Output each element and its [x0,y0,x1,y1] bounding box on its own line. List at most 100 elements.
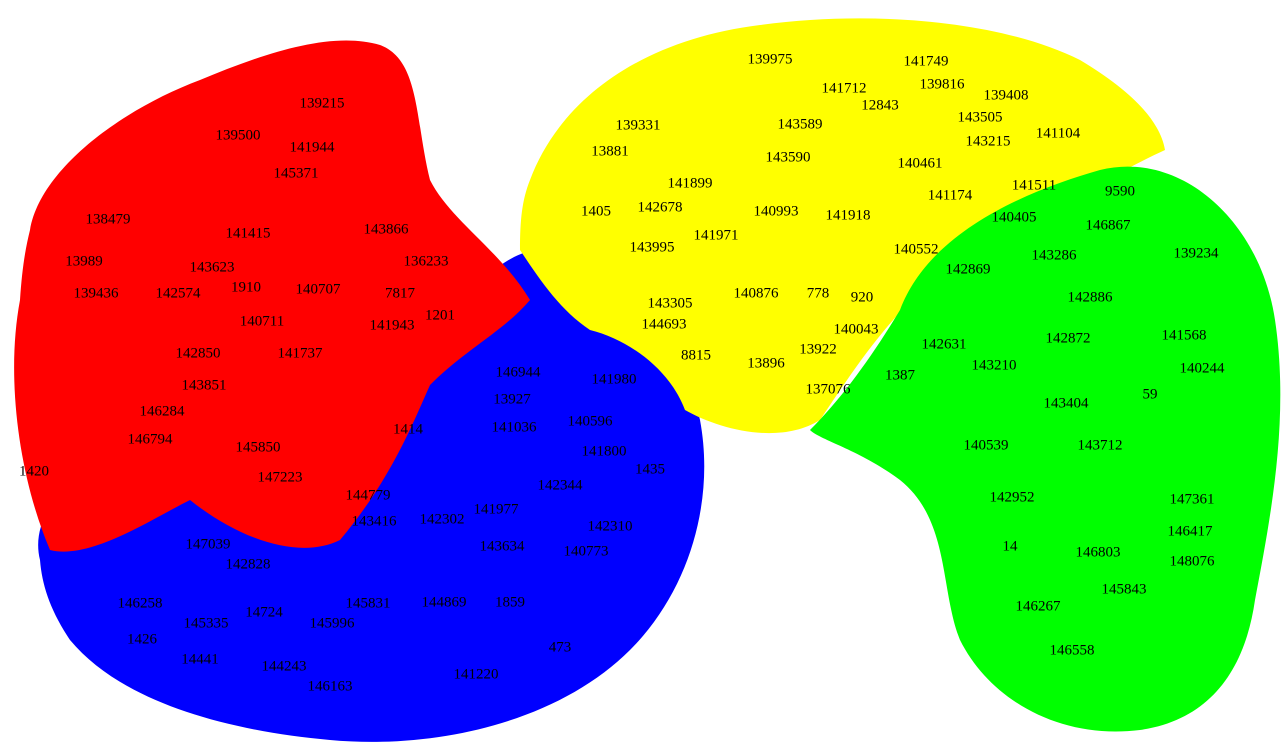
node-label: 145831 [346,595,391,611]
node-label: 1414 [393,421,424,437]
node-label: 778 [807,285,830,301]
node-label: 144869 [422,594,467,610]
node-label: 141899 [668,175,713,191]
node-label: 141737 [278,345,324,361]
node-label: 141977 [474,501,520,517]
node-label: 1910 [231,279,261,295]
node-label: 142952 [990,489,1035,505]
node-label: 143590 [766,149,811,165]
cluster-labels-red: 139215 139500 141944 145371 138479 141415 1438… [19,95,455,529]
node-label: 140993 [754,203,799,219]
node-label: 140539 [964,437,1009,453]
node-label: 139215 [300,95,345,111]
node-label: 140405 [992,209,1037,225]
node-label: 139436 [74,285,120,301]
node-label: 142344 [538,477,584,493]
node-label: 142310 [588,518,633,534]
node-label: 145335 [184,615,229,631]
node-label: 140552 [894,241,939,257]
node-label: 146558 [1050,642,1095,658]
node-label: 143305 [648,295,693,311]
node-label: 146867 [1086,217,1132,233]
node-label: 140773 [564,543,609,559]
node-label: 142850 [176,345,221,361]
node-label: 12843 [861,97,899,113]
node-label: 142574 [156,285,202,301]
node-label: 1405 [581,203,611,219]
node-label: 136233 [404,253,449,269]
node-label: 141036 [492,419,538,435]
node-label: 14724 [245,604,283,620]
node-label: 140043 [834,321,879,337]
node-label: 146803 [1076,544,1121,560]
node-label: 140244 [1180,360,1226,376]
node-label: 7817 [385,285,416,301]
node-label: 139975 [748,51,793,67]
node-label: 145996 [310,615,356,631]
node-label: 139234 [1174,245,1220,261]
node-label: 143634 [480,538,526,554]
node-label: 141712 [822,80,867,96]
node-label: 145371 [274,165,319,181]
node-label: 13881 [591,143,629,159]
node-label: 139408 [984,87,1029,103]
node-label: 141511 [1012,177,1056,193]
node-label: 146258 [118,595,163,611]
node-label: 141415 [226,225,271,241]
node-label: 139331 [616,117,661,133]
node-label: 147223 [258,469,303,485]
node-label: 145843 [1102,581,1147,597]
node-label: 143851 [182,377,227,393]
node-label: 144243 [262,658,307,674]
node-label: 9590 [1105,183,1135,199]
node-label: 8815 [681,347,711,363]
node-label: 143505 [958,109,1003,125]
node-label: 141971 [694,227,739,243]
node-label: 142869 [946,261,991,277]
node-label: 14 [1003,538,1019,554]
node-label: 142631 [922,336,967,352]
node-label: 147039 [186,536,231,552]
node-label: 142886 [1068,289,1114,305]
node-label: 146163 [308,678,353,694]
node-label: 146944 [496,364,542,380]
node-label: 142302 [420,511,465,527]
node-label: 13989 [65,253,103,269]
node-label: 139500 [216,127,261,143]
node-label: 146794 [128,431,174,447]
node-label: 143215 [966,133,1011,149]
node-label: 143623 [190,259,235,275]
node-label: 143866 [364,221,410,237]
node-label: 148076 [1170,553,1216,569]
node-label: 140461 [898,155,943,171]
node-label: 147361 [1170,491,1215,507]
node-label: 140876 [734,285,780,301]
node-label: 140596 [568,413,614,429]
node-label: 143210 [972,357,1017,373]
node-label: 141174 [928,187,973,203]
node-label: 1859 [495,594,525,610]
node-label: 1426 [127,631,158,647]
node-label: 141104 [1036,125,1081,141]
node-label: 1435 [635,461,665,477]
node-label: 141943 [370,317,415,333]
node-label: 13927 [493,391,531,407]
node-label: 920 [851,289,874,305]
node-label: 142828 [226,556,271,572]
node-label: 145850 [236,439,281,455]
cluster-blob-yellow [520,18,1165,434]
node-label: 141944 [290,139,336,155]
node-label: 143712 [1078,437,1123,453]
node-label: 141568 [1162,327,1207,343]
node-label: 59 [1143,386,1158,402]
node-label: 141220 [454,666,499,682]
node-label: 143404 [1044,395,1090,411]
node-label: 141749 [904,53,949,69]
node-label: 138479 [86,211,131,227]
node-label: 143416 [352,513,398,529]
node-label: 142872 [1046,330,1091,346]
node-label: 146417 [1168,523,1214,539]
node-label: 140711 [240,313,284,329]
